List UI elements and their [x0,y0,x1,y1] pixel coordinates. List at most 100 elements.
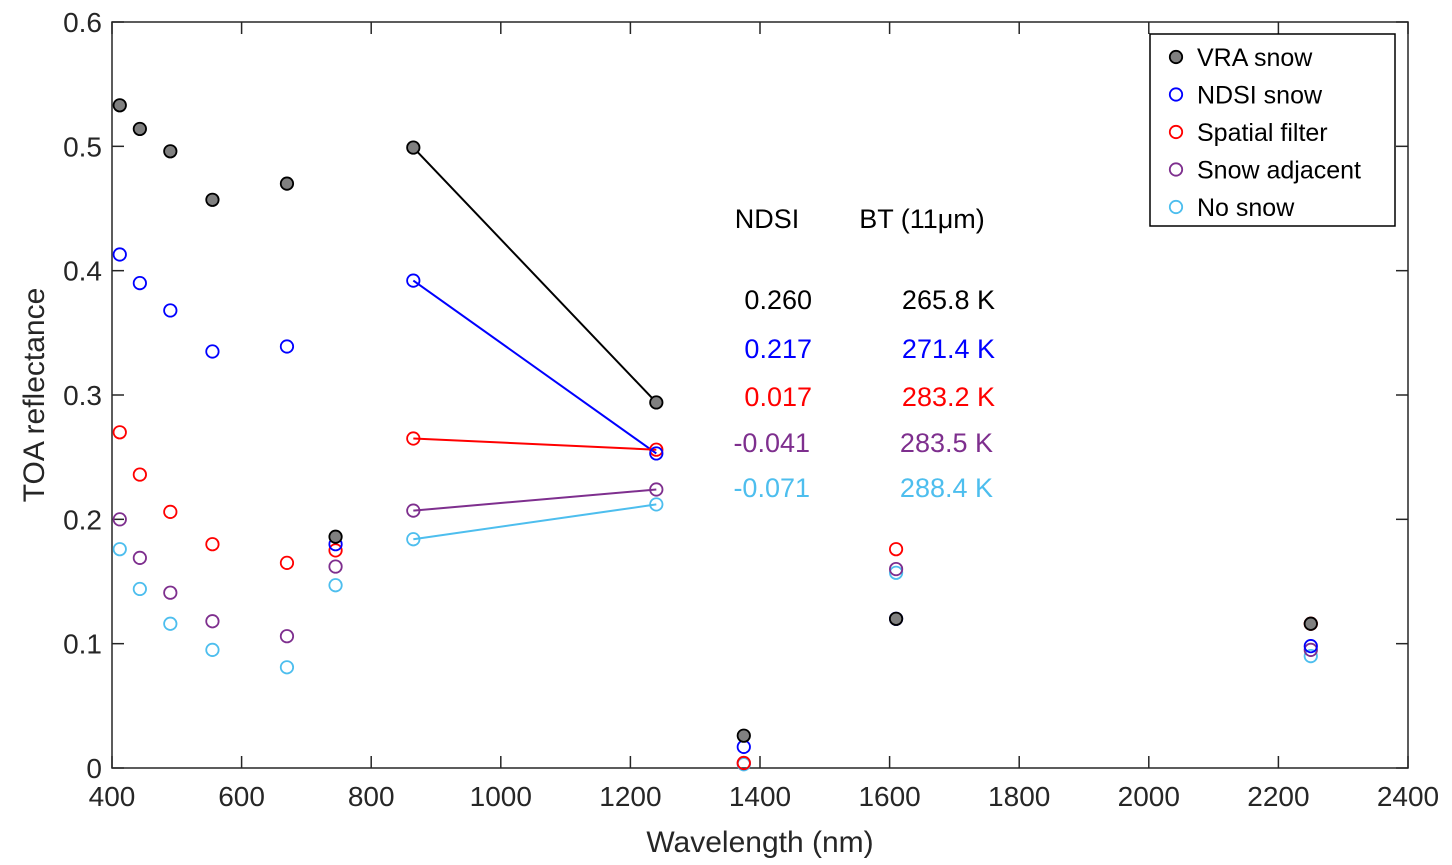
data-point [112,98,127,113]
y-tick-label: 0.6 [63,7,102,38]
bt-value: 271.4 K [902,334,995,364]
legend-box [1149,33,1396,227]
series-connector [413,488,657,512]
data-point [328,529,343,544]
data-point [112,542,127,557]
data-point [406,503,421,518]
bt-header: BT (11μm) [859,204,985,234]
legend-label: NDSI snow [1197,82,1323,110]
data-point [112,247,127,262]
data-point [736,755,751,771]
data-point [132,467,147,482]
data-point [163,585,178,600]
data-point [279,660,295,675]
data-point [649,497,664,512]
data-point [888,542,904,557]
data-point [279,176,295,191]
legend-marker [1168,124,1184,140]
data-point [888,565,904,580]
legend-marker [1168,87,1184,102]
data-point [1303,639,1318,654]
y-axis-label: TOA reflectance [18,288,51,503]
data-point [649,442,664,457]
data-point [163,504,178,519]
bt-value: 265.8 K [902,285,995,315]
y-tick-label: 0.3 [63,380,102,411]
data-point [888,611,904,626]
data-point [406,532,421,547]
bt-value: 283.2 K [902,382,995,412]
data-point [132,550,147,565]
x-tick-label: 400 [89,781,136,812]
x-tick-label: 800 [348,781,395,812]
y-tick-label: 0 [86,753,102,784]
data-point [649,395,664,410]
data-point [328,543,343,558]
bt-value: 283.5 K [900,428,993,458]
legend-label: Spatial filter [1197,119,1328,147]
legend-label: VRA snow [1197,44,1313,72]
data-point [1303,648,1318,664]
ndsi-header: NDSI [735,204,800,234]
data-point [279,629,295,644]
data-point [132,581,147,597]
y-tick-label: 0.4 [63,256,102,287]
x-tick-label: 2200 [1247,781,1309,812]
data-point [205,344,220,359]
data-point [406,273,421,288]
data-point [649,446,664,461]
data-point [205,192,220,207]
legend-marker [1168,199,1184,215]
data-point [649,482,664,497]
data-point [1303,642,1318,657]
data-points [112,98,1318,772]
ndsi-value: 0.217 [744,334,812,364]
ndsi-value: -0.041 [733,428,810,458]
legend-marker [1168,49,1184,65]
legend: VRA snow NDSI snow Spatial filter Snow adja… [1149,33,1396,227]
data-point [406,431,421,446]
data-point [132,121,147,137]
legend-label: No snow [1197,194,1295,222]
y-tick-label: 0.5 [63,131,102,162]
y-tick-label: 0.2 [63,504,102,535]
x-tick-label: 2400 [1377,781,1439,812]
legend-marker [1168,162,1184,177]
data-point [163,616,178,631]
series-connector [413,503,657,541]
series-connector [412,279,657,455]
data-point [205,537,220,552]
x-tick-label: 1800 [988,781,1050,812]
x-tick-label: 600 [218,781,265,812]
data-point [279,555,295,570]
series-connector [413,437,657,451]
data-point [205,642,220,657]
y-tick-label: 0.1 [63,629,102,660]
axis-ticks: 400 600 800 1000 1200 1400 1600 1800 2000 2200 240… [63,7,1439,812]
ndsi-value: -0.071 [733,473,810,503]
annotation-table: NDSI BT (11μm) 0.260 265.8 K 0.217 271.4 K 0… [733,204,995,503]
data-point [328,578,343,593]
bt-value: 288.4 K [900,473,993,503]
x-tick-label: 1200 [599,781,661,812]
x-tick-label: 1000 [470,781,532,812]
x-tick-label: 1600 [858,781,920,812]
ndsi-value: 0.017 [744,382,812,412]
data-point [328,559,343,574]
legend-label: Snow adjacent [1197,157,1361,185]
data-point [736,728,751,743]
x-axis-label: Wavelength (nm) [646,826,873,859]
connecting-lines [412,146,658,541]
data-point [112,425,127,440]
data-point [888,561,904,577]
data-point [1303,616,1318,631]
series-connector [412,146,658,404]
data-point [132,275,147,291]
data-point [112,512,127,527]
data-point [163,303,178,318]
data-point [205,614,220,629]
x-tick-label: 2000 [1118,781,1180,812]
data-point [163,144,178,159]
ndsi-value: 0.260 [744,285,812,315]
